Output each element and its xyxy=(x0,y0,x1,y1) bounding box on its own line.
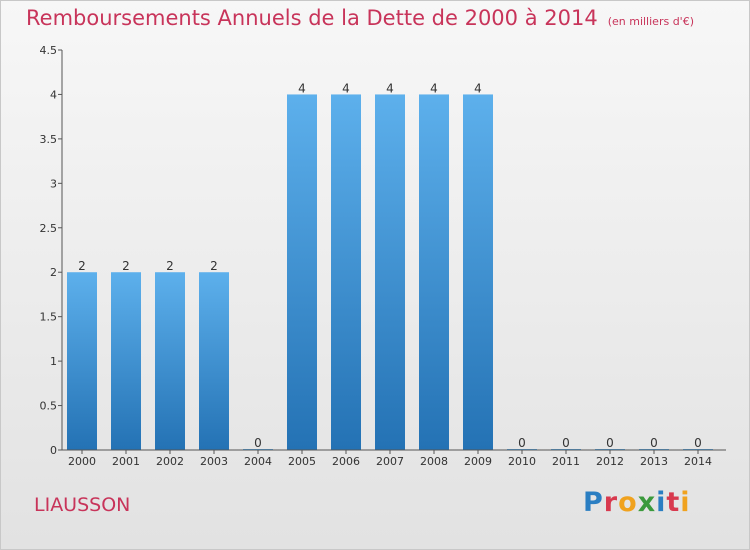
bar xyxy=(331,94,361,450)
logo-letter: i xyxy=(680,487,691,518)
data-label: 0 xyxy=(562,436,570,450)
logo-letter: P xyxy=(583,487,604,518)
x-tick-label: 2010 xyxy=(508,455,536,468)
logo-letter: r xyxy=(603,487,619,518)
bar xyxy=(287,94,317,450)
data-label: 4 xyxy=(430,81,438,95)
bar xyxy=(111,272,141,450)
data-label: 4 xyxy=(386,81,394,95)
y-tick-label: 1 xyxy=(50,355,57,368)
chart-title: Remboursements Annuels de la Dette de 20… xyxy=(26,6,694,30)
bar xyxy=(155,272,185,450)
x-tick-label: 2011 xyxy=(552,455,580,468)
data-label: 2 xyxy=(78,259,86,273)
data-label: 2 xyxy=(166,259,174,273)
y-tick-label: 4 xyxy=(50,88,57,101)
data-label: 0 xyxy=(518,436,526,450)
chart-subtitle: (en milliers d'€) xyxy=(607,15,694,28)
x-tick-label: 2001 xyxy=(112,455,140,468)
data-label: 0 xyxy=(650,436,658,450)
y-tick-label: 0 xyxy=(50,444,57,457)
y-tick-label: 2 xyxy=(50,266,57,279)
x-tick-label: 2000 xyxy=(68,455,96,468)
y-tick-label: 3.5 xyxy=(40,133,58,146)
x-tick-label: 2009 xyxy=(464,455,492,468)
x-tick-label: 2002 xyxy=(156,455,184,468)
y-tick-label: 2.5 xyxy=(40,222,58,235)
data-label: 0 xyxy=(606,436,614,450)
y-tick-label: 3 xyxy=(50,177,57,190)
x-tick-label: 2005 xyxy=(288,455,316,468)
data-label: 2 xyxy=(210,259,218,273)
data-label: 2 xyxy=(122,259,130,273)
y-tick-label: 4.5 xyxy=(40,44,58,57)
bars-group: 2 2 2 2 0 4 4 4 4 4 0 0 0 0 0 xyxy=(67,81,713,450)
y-tick-label: 1.5 xyxy=(40,311,58,324)
axes-group: 2000 2001 2002 2003 2004 2005 2006 2007 2008 2009… xyxy=(40,44,726,468)
x-tick-label: 2012 xyxy=(596,455,624,468)
logo-letter: i xyxy=(656,487,667,518)
commune-name: LIAUSSON xyxy=(34,494,131,516)
chart-title-text: Remboursements Annuels de la Dette de 20… xyxy=(26,6,598,30)
logo-letter: x xyxy=(637,487,657,518)
x-tick-label: 2004 xyxy=(244,455,272,468)
bar xyxy=(419,94,449,450)
x-tick-label: 2014 xyxy=(684,455,712,468)
data-label: 0 xyxy=(254,436,262,450)
bar xyxy=(463,94,493,450)
x-tick-label: 2003 xyxy=(200,455,228,468)
data-label: 4 xyxy=(298,81,306,95)
x-tick-label: 2013 xyxy=(640,455,668,468)
x-tick-label: 2007 xyxy=(376,455,404,468)
logo-letter: t xyxy=(666,487,681,518)
data-label: 0 xyxy=(694,436,702,450)
x-tick-label: 2008 xyxy=(420,455,448,468)
bar xyxy=(67,272,97,450)
bar xyxy=(199,272,229,450)
x-tick-label: 2006 xyxy=(332,455,360,468)
proxiti-logo: Proxiti xyxy=(583,487,691,518)
logo-letter: o xyxy=(618,487,638,518)
data-label: 4 xyxy=(342,81,350,95)
bar xyxy=(375,94,405,450)
y-tick-label: 0.5 xyxy=(40,400,58,413)
data-label: 4 xyxy=(474,81,482,95)
